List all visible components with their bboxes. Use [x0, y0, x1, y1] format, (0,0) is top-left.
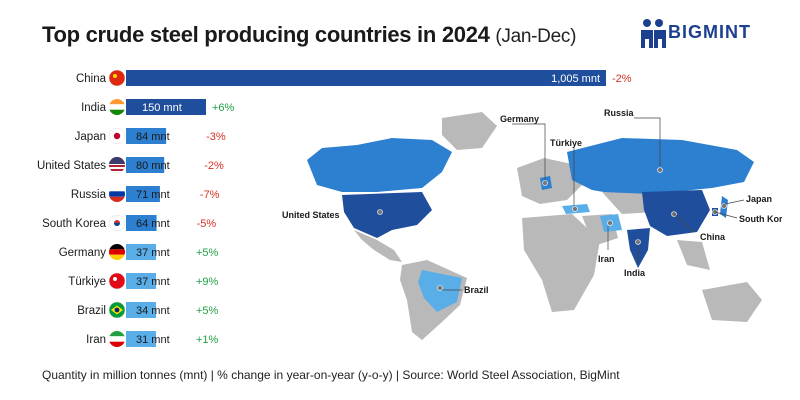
chart-footer: Quantity in million tonnes (mnt) | % cha…	[42, 368, 620, 382]
chart-title-main: Top crude steel producing countries in 2…	[42, 22, 490, 47]
brand-name: BIGMINT	[668, 22, 751, 42]
value-label-india: 150 mnt	[142, 102, 182, 114]
central-asia-shape	[602, 192, 654, 214]
bar-chart-svg: China 1,005 mnt -2% India 150 mnt +6% Japan 84 …	[37, 69, 632, 347]
chart-subtitle: (Jan-Dec)	[495, 26, 577, 47]
bar-brazil	[126, 302, 156, 318]
map-label-china: China	[700, 232, 726, 242]
category-label-south-korea: South Korea	[42, 218, 107, 230]
category-label-t-rkiye: Türkiye	[68, 276, 106, 288]
africa-shape	[522, 214, 600, 312]
china-flag-icon	[108, 69, 126, 87]
turkiye-marker	[572, 206, 578, 212]
value-label-united-states: 80 mnt	[136, 160, 170, 172]
united-states-flag-icon	[108, 156, 126, 174]
russia-flag-icon	[109, 186, 125, 202]
south-korea-flag-icon	[108, 214, 126, 232]
map-label-brazil: Brazil	[464, 285, 489, 295]
value-label-china: 1,005 mnt	[551, 73, 600, 85]
map-label-india: India	[624, 268, 646, 278]
usa-shape	[342, 192, 432, 238]
category-label-germany: Germany	[59, 247, 107, 259]
russia-shape	[567, 138, 754, 196]
india-shape	[627, 228, 650, 268]
iran-flag-icon	[109, 331, 125, 347]
yoy-label-brazil: +5%	[196, 305, 219, 317]
world-map-svg: United States Germany Türkiye Russia Jap…	[282, 108, 793, 340]
bar-japan	[126, 128, 167, 144]
value-label-south-korea: 64 mnt	[136, 218, 170, 230]
value-label-brazil: 34 mnt	[136, 305, 170, 317]
yoy-label-japan: -3%	[206, 131, 226, 143]
bar-south-korea	[126, 215, 157, 231]
mexico-shape	[354, 230, 402, 262]
bar-chart: China 1,005 mnt -2% India 150 mnt +6% Japan 84 …	[0, 60, 640, 350]
india-flag-icon	[109, 99, 125, 115]
map-label-south-korea: South Korea	[739, 214, 782, 224]
value-label-iran: 31 mnt	[136, 334, 170, 346]
map-label-japan: Japan	[746, 194, 772, 204]
germany-marker	[542, 180, 548, 186]
bar-germany	[126, 244, 156, 260]
map-label-united-states: United States	[282, 210, 340, 220]
map-label-iran: Iran	[598, 254, 615, 264]
value-label-germany: 37 mnt	[136, 247, 170, 259]
bigmint-logo: BIGMINT	[640, 16, 780, 50]
canada-shape	[307, 138, 452, 192]
world-map: United States Germany Türkiye Russia Jap…	[282, 100, 793, 340]
australia-shape	[702, 282, 762, 322]
yoy-label-china: -2%	[612, 73, 632, 85]
bar-india	[126, 99, 206, 115]
iran-marker	[607, 220, 613, 226]
category-label-brazil: Brazil	[77, 305, 106, 317]
bar-russia	[126, 186, 160, 202]
brazil-shape	[418, 270, 462, 312]
value-label-t-rkiye: 37 mnt	[136, 276, 170, 288]
bar-t-rkiye	[126, 273, 156, 289]
yoy-label-russia: -7%	[200, 189, 220, 201]
map-label-russia: Russia	[604, 108, 635, 118]
yoy-label-south-korea: -5%	[197, 218, 217, 230]
yoy-label-t-rkiye: +9%	[196, 276, 219, 288]
bar-china	[126, 70, 606, 86]
category-label-iran: Iran	[86, 334, 106, 346]
bar-iran	[126, 331, 156, 347]
value-label-russia: 71 mnt	[136, 189, 170, 201]
us-marker	[377, 209, 383, 215]
brazil-flag-icon	[108, 301, 126, 319]
russia-marker	[657, 167, 663, 173]
bar-united-states	[126, 157, 165, 173]
yoy-label-india: +6%	[212, 102, 235, 114]
brazil-marker	[437, 285, 443, 291]
map-label-turkiye: Türkiye	[550, 138, 582, 148]
category-label-china: China	[76, 73, 107, 85]
southeast-asia-shape	[677, 240, 710, 270]
greenland-shape	[442, 112, 497, 150]
japan-flag-icon	[108, 127, 126, 145]
people-icon	[641, 19, 666, 48]
india-marker	[635, 239, 641, 245]
category-label-india: India	[81, 102, 107, 114]
value-label-japan: 84 mnt	[136, 131, 170, 143]
yoy-label-iran: +1%	[196, 334, 219, 346]
category-label-russia: Russia	[71, 189, 107, 201]
category-label-japan: Japan	[75, 131, 106, 143]
yoy-label-germany: +5%	[196, 247, 219, 259]
category-label-united-states: United States	[37, 160, 106, 172]
yoy-label-united-states: -2%	[204, 160, 224, 172]
chart-title: Top crude steel producing countries in 2…	[42, 22, 576, 48]
map-label-germany: Germany	[500, 114, 539, 124]
japan-marker	[721, 203, 727, 209]
turkiye-flag-icon	[108, 272, 126, 290]
germany-flag-icon	[109, 244, 125, 260]
